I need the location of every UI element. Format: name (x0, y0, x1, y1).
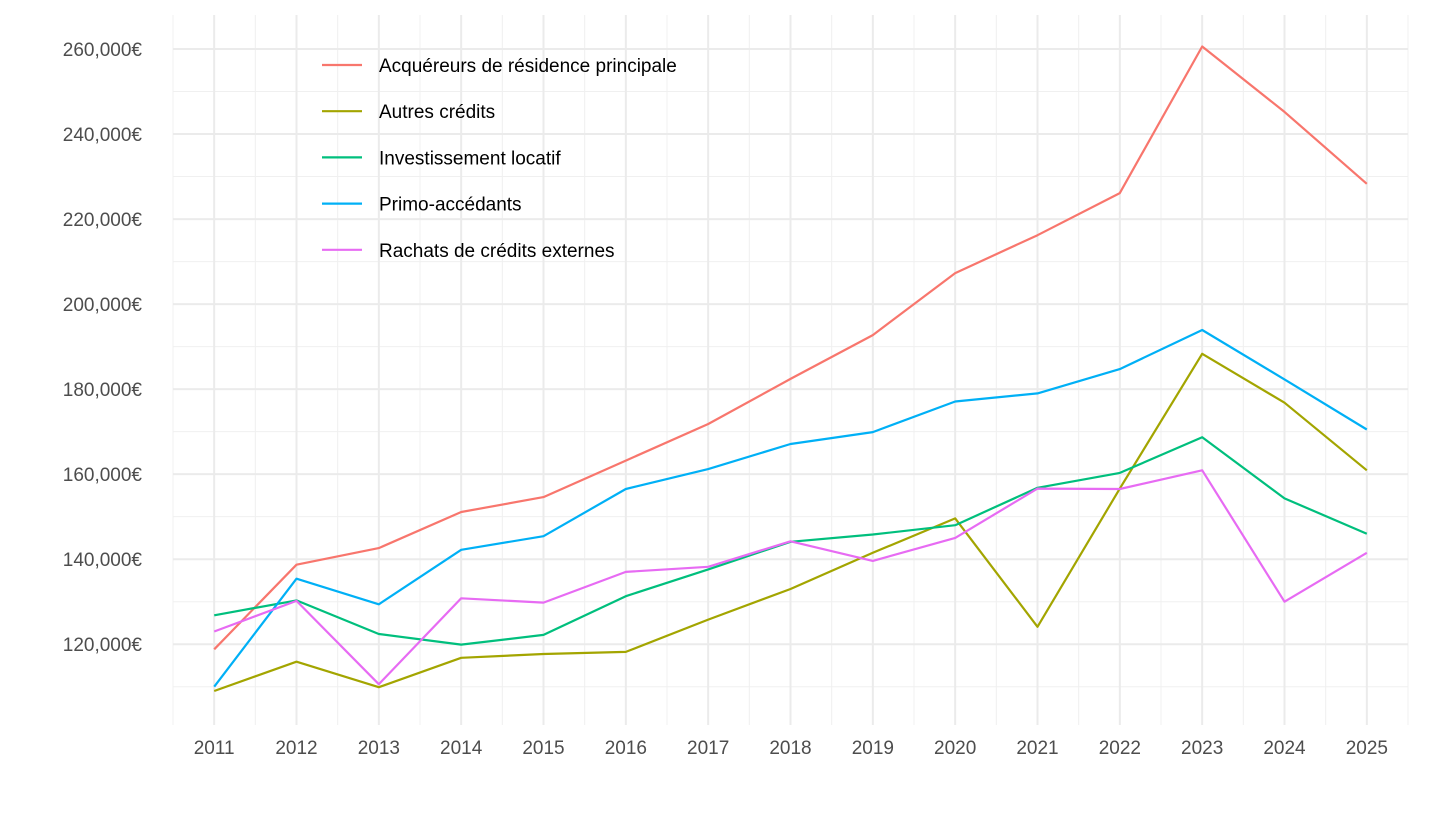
x-tick-label: 2016 (605, 738, 647, 759)
legend: Acquéreurs de résidence principale Autres… (322, 56, 677, 262)
y-tick-label: 240,000€ (63, 125, 143, 146)
y-tick-label: 160,000€ (63, 465, 143, 486)
legend-label: Rachats de crédits externes (379, 241, 615, 262)
x-tick-label: 2015 (522, 738, 564, 759)
series-line (213, 352, 1368, 693)
y-tick-label: 260,000€ (63, 40, 143, 61)
series-lines (213, 45, 1368, 693)
x-tick-label: 2021 (1016, 738, 1058, 759)
x-tick-label: 2017 (687, 738, 729, 759)
y-axis-tick-labels: 120,000€ 140,000€ 160,000€ 180,000€ 200,000€… (63, 40, 143, 656)
y-tick-label: 220,000€ (63, 210, 143, 231)
x-tick-label: 2014 (440, 738, 483, 759)
legend-label: Autres crédits (379, 102, 495, 123)
x-tick-label: 2018 (769, 738, 811, 759)
x-tick-label: 2022 (1099, 738, 1141, 759)
x-tick-label: 2012 (275, 738, 317, 759)
grid (172, 15, 1409, 725)
x-tick-label: 2013 (358, 738, 400, 759)
legend-label: Acquéreurs de résidence principale (379, 56, 677, 77)
y-tick-label: 140,000€ (63, 550, 143, 571)
x-tick-label: 2023 (1181, 738, 1223, 759)
x-tick-label: 2011 (194, 738, 235, 759)
legend-label: Investissement locatif (379, 148, 561, 169)
x-tick-label: 2020 (934, 738, 976, 759)
x-axis-tick-labels: 2011 2012 2013 2014 2015 2016 2017 2018 2019 2020… (194, 738, 1388, 759)
x-tick-label: 2019 (852, 738, 894, 759)
x-tick-label: 2024 (1263, 738, 1306, 759)
y-tick-label: 180,000€ (63, 380, 143, 401)
series-line (213, 469, 1368, 686)
y-tick-label: 120,000€ (63, 635, 143, 656)
legend-label: Primo-accédants (379, 195, 522, 216)
series-line (213, 328, 1368, 688)
y-tick-label: 200,000€ (63, 295, 143, 316)
series-line (213, 45, 1368, 651)
x-tick-label: 2025 (1346, 738, 1388, 759)
